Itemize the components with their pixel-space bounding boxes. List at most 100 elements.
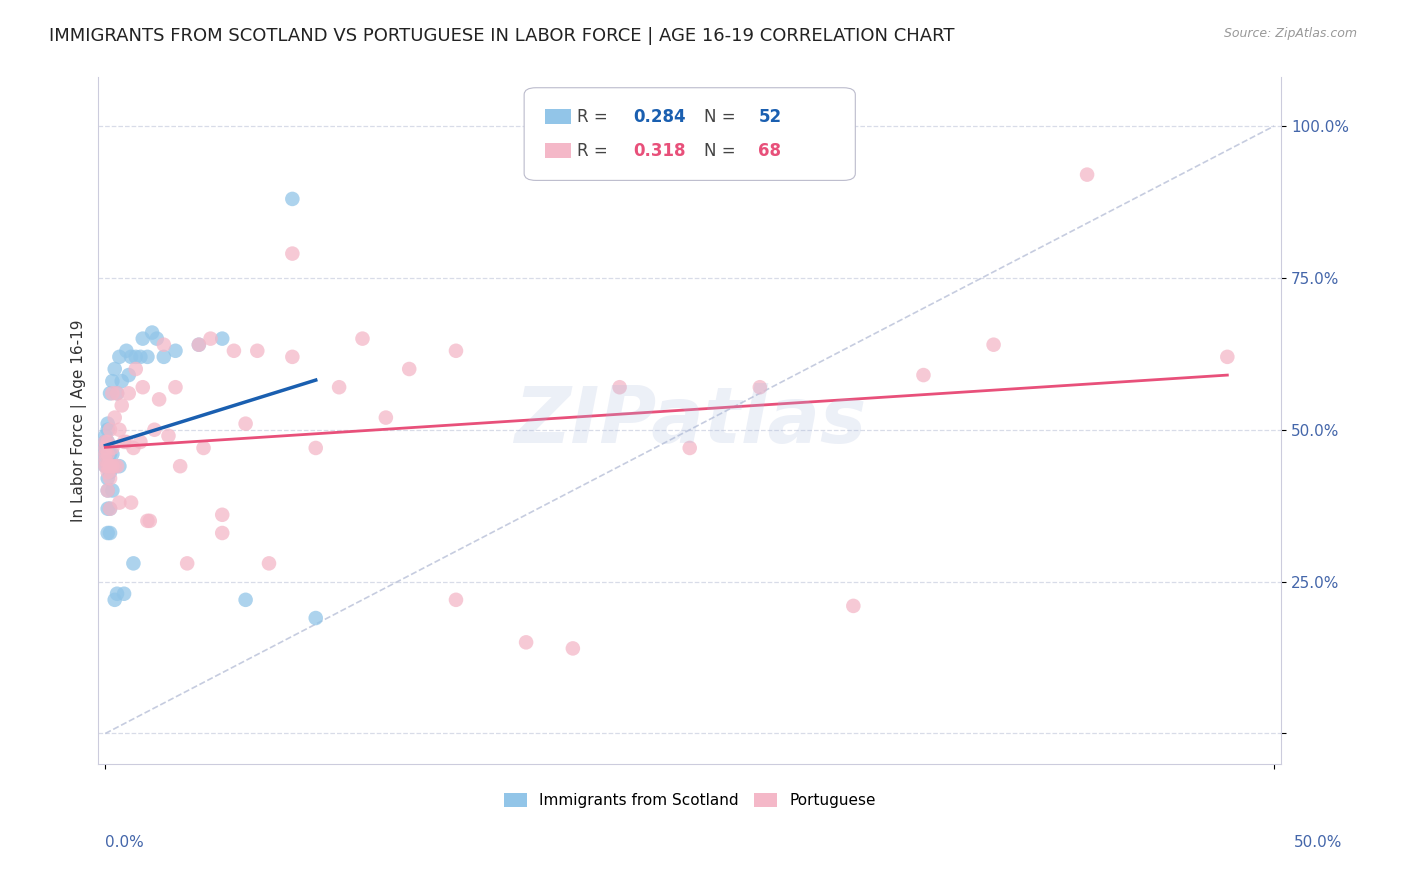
Point — [281, 350, 304, 364]
Point — [211, 508, 233, 522]
Point — [101, 459, 124, 474]
Point — [112, 587, 135, 601]
Point — [132, 332, 155, 346]
Point — [108, 423, 131, 437]
Point — [94, 441, 117, 455]
Text: IMMIGRANTS FROM SCOTLAND VS PORTUGUESE IN LABOR FORCE | AGE 16-19 CORRELATION CH: IMMIGRANTS FROM SCOTLAND VS PORTUGUESE I… — [49, 27, 955, 45]
Point — [281, 246, 304, 260]
Point — [94, 453, 117, 467]
Point — [122, 441, 145, 455]
Point — [97, 526, 120, 541]
Point — [246, 343, 269, 358]
Point — [97, 434, 120, 449]
FancyBboxPatch shape — [546, 144, 571, 159]
Point — [98, 423, 121, 437]
Text: 0.318: 0.318 — [633, 142, 686, 160]
Point — [398, 362, 420, 376]
Point — [98, 465, 121, 479]
Point — [97, 447, 120, 461]
Point — [187, 337, 209, 351]
Point — [176, 557, 198, 571]
Point — [97, 447, 120, 461]
Point — [94, 434, 117, 449]
Legend: Immigrants from Scotland, Portuguese: Immigrants from Scotland, Portuguese — [498, 788, 882, 814]
Point — [120, 495, 142, 509]
Point — [222, 343, 245, 358]
Point — [129, 350, 152, 364]
Point — [104, 592, 127, 607]
Point — [98, 447, 121, 461]
Point — [235, 417, 257, 431]
Point — [97, 423, 120, 437]
Point — [112, 434, 135, 449]
Point — [187, 337, 209, 351]
Text: 0.0%: 0.0% — [105, 836, 145, 850]
Point — [98, 501, 121, 516]
Point — [983, 337, 1005, 351]
FancyBboxPatch shape — [524, 87, 855, 180]
Point — [97, 483, 120, 498]
Point — [97, 483, 120, 498]
Point — [169, 459, 191, 474]
Point — [118, 368, 141, 382]
Point — [211, 332, 233, 346]
Point — [305, 611, 328, 625]
Point — [104, 459, 127, 474]
Point — [108, 350, 131, 364]
Point — [118, 386, 141, 401]
Point — [143, 423, 166, 437]
Point — [97, 417, 120, 431]
Point — [98, 471, 121, 485]
Point — [748, 380, 770, 394]
Point — [98, 459, 121, 474]
Point — [561, 641, 583, 656]
Point — [98, 501, 121, 516]
Point — [679, 441, 702, 455]
Point — [98, 386, 121, 401]
Point — [101, 386, 124, 401]
Point — [108, 459, 131, 474]
Text: R =: R = — [578, 108, 613, 126]
Point — [97, 459, 120, 474]
Point — [842, 599, 865, 613]
Text: 0.284: 0.284 — [633, 108, 686, 126]
Point — [115, 343, 138, 358]
Point — [132, 380, 155, 394]
Point — [94, 429, 117, 443]
Point — [94, 447, 117, 461]
Point — [94, 459, 117, 474]
Text: N =: N = — [704, 142, 741, 160]
Point — [235, 592, 257, 607]
Point — [105, 386, 128, 401]
Point — [257, 557, 280, 571]
Point — [374, 410, 396, 425]
Text: R =: R = — [578, 142, 613, 160]
Text: 52: 52 — [758, 108, 782, 126]
Point — [444, 343, 467, 358]
Point — [211, 526, 233, 541]
Point — [129, 434, 152, 449]
Point — [165, 380, 187, 394]
Text: ZIPatlas: ZIPatlas — [513, 383, 866, 458]
Point — [94, 459, 117, 474]
Point — [104, 362, 127, 376]
Point — [609, 380, 631, 394]
Point — [122, 557, 145, 571]
Point — [444, 592, 467, 607]
Point — [101, 441, 124, 455]
Point — [136, 514, 159, 528]
Point — [101, 374, 124, 388]
Point — [120, 350, 142, 364]
Point — [125, 362, 148, 376]
Point — [94, 441, 117, 455]
Point — [105, 459, 128, 474]
Point — [104, 410, 127, 425]
Point — [146, 332, 169, 346]
Point — [148, 392, 170, 407]
Point — [193, 441, 215, 455]
Point — [281, 192, 304, 206]
Point — [125, 350, 148, 364]
Point — [305, 441, 328, 455]
Point — [115, 434, 138, 449]
Point — [157, 429, 180, 443]
